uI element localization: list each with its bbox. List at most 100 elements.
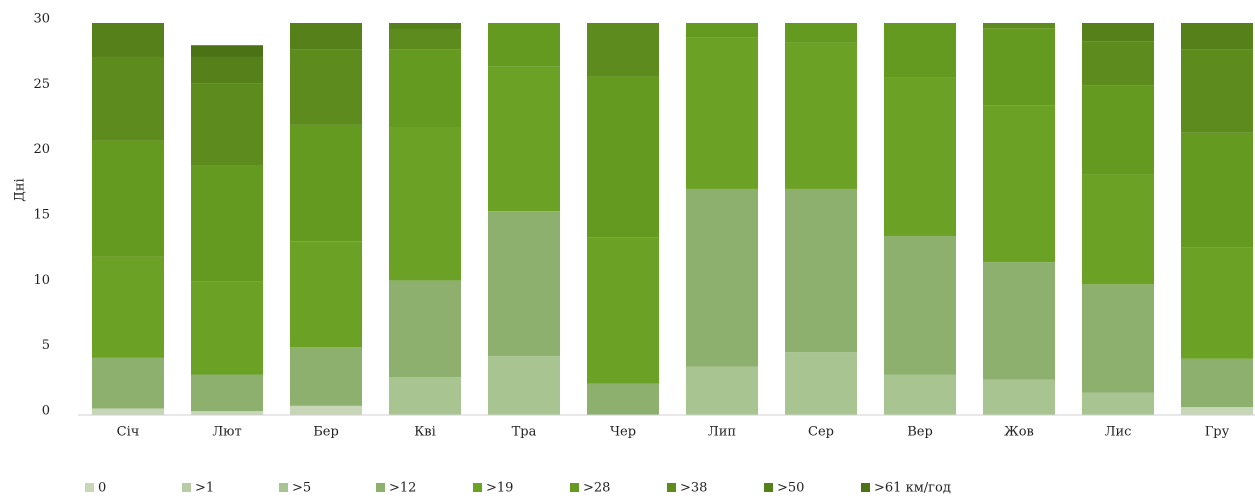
legend-label: >38: [680, 481, 707, 496]
legend-swatch: [570, 483, 579, 492]
x-tick-label: Кві: [414, 425, 436, 440]
bar-segment: [1082, 284, 1154, 393]
y-tick-label: 0: [42, 404, 50, 419]
x-tick-label: Вер: [907, 425, 933, 440]
y-axis-label: Дні: [13, 178, 28, 201]
bar-segment: [884, 235, 956, 375]
bar-segment: [488, 66, 560, 212]
bar-segment: [983, 23, 1055, 29]
bar-segment: [1082, 392, 1154, 415]
bar-segment: [785, 42, 857, 189]
bar-segment: [389, 49, 461, 128]
x-tick-label: Сер: [808, 425, 834, 440]
y-tick-label: 15: [33, 208, 50, 223]
bar-segment: [191, 411, 263, 415]
bar-segment: [1181, 49, 1253, 133]
bar-segment: [686, 366, 758, 415]
bar-segment: [587, 23, 659, 77]
bar-segment: [1082, 41, 1154, 86]
bar-segment: [1181, 247, 1253, 359]
bar-segment: [1082, 85, 1154, 175]
x-tick-label: Лют: [212, 425, 241, 440]
bar-segment: [587, 383, 659, 415]
bar-segment: [587, 237, 659, 384]
legend-swatch: [473, 483, 482, 492]
bar-segment: [884, 23, 956, 78]
bar-segment: [290, 241, 362, 348]
bar-segment: [785, 352, 857, 415]
bar-segment: [389, 127, 461, 281]
x-tick-label: Січ: [117, 425, 140, 440]
bar-segment: [92, 408, 164, 415]
bar-segment: [884, 77, 956, 236]
legend-label: >5: [292, 481, 311, 496]
bar-segment: [191, 45, 263, 57]
bar-segment: [785, 23, 857, 43]
bar-segment: [686, 188, 758, 367]
legend-swatch: [182, 483, 191, 492]
bar-segment: [191, 83, 263, 166]
bar-segment: [488, 356, 560, 415]
bar-segment: [92, 23, 164, 57]
x-tick-label: Чер: [610, 425, 636, 440]
x-tick-label: Лис: [1105, 425, 1132, 440]
bar-segment: [1181, 132, 1253, 248]
bar-segment: [191, 374, 263, 412]
legend-swatch: [85, 483, 94, 492]
y-tick-label: 30: [33, 12, 50, 27]
bar-segment: [983, 28, 1055, 106]
legend-label: >1: [195, 481, 214, 496]
x-tick-label: Жов: [1004, 425, 1034, 440]
bar-segment: [1082, 174, 1154, 285]
legend-swatch: [667, 483, 676, 492]
bar-segment: [1082, 23, 1154, 42]
bar-segment: [191, 165, 263, 282]
y-tick-label: 25: [33, 77, 50, 92]
bar-segment: [389, 280, 461, 378]
legend-label: >61 км/год: [874, 481, 951, 496]
bar-segment: [290, 49, 362, 125]
bar-segment: [389, 29, 461, 50]
bar-segment: [488, 211, 560, 357]
bar-segment: [587, 76, 659, 238]
bar-segment: [389, 23, 461, 30]
legend-swatch: [764, 483, 773, 492]
x-tick-label: Бер: [313, 425, 339, 440]
bar-segment: [686, 23, 758, 38]
bar-segment: [191, 56, 263, 84]
bar-segment: [92, 256, 164, 358]
y-tick-label: 10: [33, 273, 50, 288]
bar-segment: [1181, 407, 1253, 415]
x-tick-label: Лип: [708, 425, 736, 440]
legend-swatch: [279, 483, 288, 492]
x-tick-label: Тра: [512, 425, 537, 440]
bar-segment: [191, 281, 263, 375]
bar-segment: [290, 124, 362, 242]
bar-segment: [92, 56, 164, 141]
bar-segment: [1181, 358, 1253, 408]
y-tick-label: 5: [42, 338, 50, 353]
legend-label: >12: [389, 481, 416, 496]
bar-segment: [92, 357, 164, 409]
y-tick-label: 20: [33, 142, 50, 157]
x-tick-label: Гру: [1205, 425, 1230, 440]
legend-swatch: [861, 483, 870, 492]
bar-segment: [884, 374, 956, 415]
bar-segment: [389, 377, 461, 415]
legend-label: >19: [486, 481, 513, 496]
legend-label: >28: [583, 481, 610, 496]
bar-segment: [983, 379, 1055, 415]
bar-segment: [290, 23, 362, 50]
legend-label: >50: [777, 481, 804, 496]
bar-segment: [290, 347, 362, 406]
bar-segment: [488, 23, 560, 67]
legend-swatch: [376, 483, 385, 492]
legend-label: 0: [98, 481, 106, 496]
bar-segment: [92, 140, 164, 257]
bar-segment: [1181, 23, 1253, 50]
bar-segment: [686, 37, 758, 189]
bar-segment: [983, 262, 1055, 380]
bar-segment: [290, 405, 362, 415]
bar-segment: [785, 188, 857, 353]
